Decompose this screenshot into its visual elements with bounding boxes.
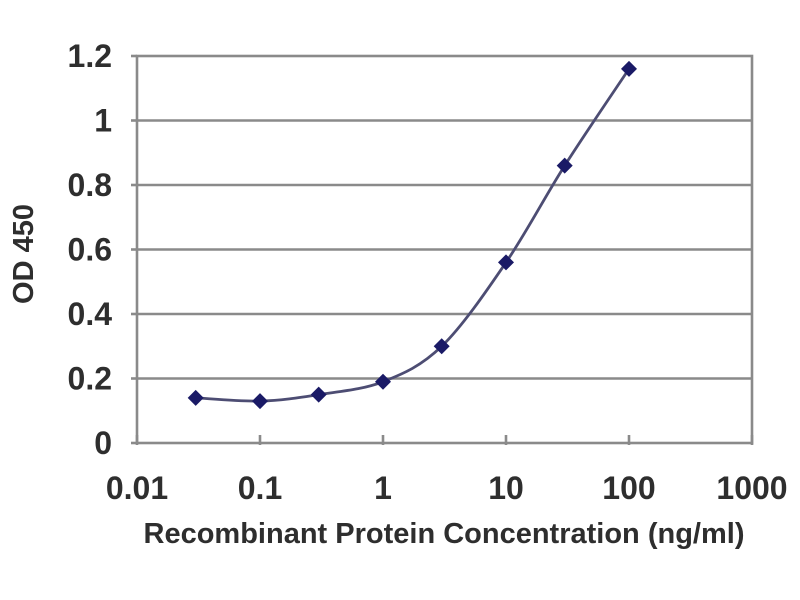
data-point-marker xyxy=(375,373,391,390)
x-tick-label: 1000 xyxy=(716,470,787,506)
data-series-layer xyxy=(187,60,637,410)
data-point-marker xyxy=(621,60,637,77)
data-point-marker xyxy=(252,393,268,410)
x-tick-label: 100 xyxy=(602,470,655,506)
gridlines-layer xyxy=(137,119,752,380)
y-tick-label: 1 xyxy=(94,103,112,139)
y-tick-label: 0.8 xyxy=(68,167,112,203)
x-tick-label: 0.1 xyxy=(238,470,282,506)
y-tick-label: 0.6 xyxy=(68,232,112,268)
y-tick-label: 0.4 xyxy=(68,296,113,332)
data-line xyxy=(195,68,631,403)
x-tick-label: 0.01 xyxy=(106,470,168,506)
data-point-marker xyxy=(433,338,450,355)
axes-layer xyxy=(131,54,754,445)
x-tick-label: 10 xyxy=(488,470,524,506)
data-point-marker xyxy=(310,386,327,403)
y-tick-label: 0 xyxy=(94,425,112,461)
y-tick-label: 1.2 xyxy=(68,38,112,74)
x-axis-title: Recombinant Protein Concentration (ng/ml… xyxy=(144,518,745,550)
data-point-marker xyxy=(498,254,514,271)
data-point-marker xyxy=(556,157,573,174)
y-tick-label: 0.2 xyxy=(68,361,112,397)
tick-labels-layer: 0 0.2 0.4 0.6 0.8 1 1.2 0.01 0.1 1 10 100 1000 xyxy=(68,38,788,506)
x-tick-label: 1 xyxy=(374,470,392,506)
data-point-marker xyxy=(187,389,204,406)
y-axis-title: OD 450 xyxy=(8,204,40,304)
